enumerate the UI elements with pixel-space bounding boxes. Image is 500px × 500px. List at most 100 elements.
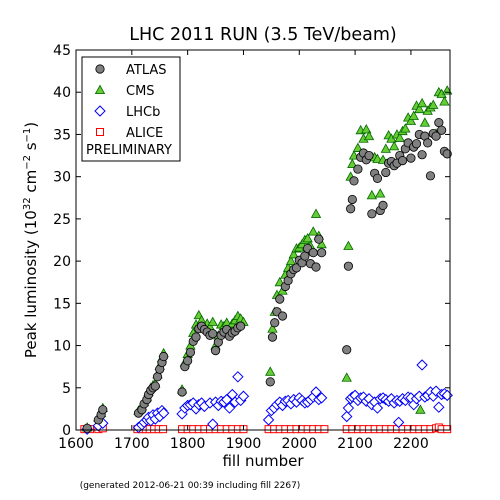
atlas-point xyxy=(417,150,427,160)
cms-point xyxy=(363,130,375,141)
cms-point xyxy=(388,140,400,151)
lhcb-point xyxy=(342,402,355,414)
y-tick-label: 0 xyxy=(62,423,71,439)
cms-point xyxy=(419,117,431,127)
y-tick-label: 10 xyxy=(53,339,71,355)
cms-point xyxy=(308,226,319,236)
alice-point xyxy=(320,425,329,434)
cms-point xyxy=(288,249,299,259)
lhcb-point xyxy=(237,390,250,402)
y-axis-label-exponent: −1 xyxy=(22,128,33,143)
atlas-point xyxy=(423,138,433,148)
cms-point xyxy=(405,115,417,125)
x-tick-label: 1600 xyxy=(58,436,94,452)
chart-title: LHC 2011 RUN (3.5 TeV/beam) xyxy=(129,25,396,45)
atlas-point xyxy=(342,345,352,355)
y-axis-label-prefix: Peak luminosity (10 xyxy=(22,210,40,358)
atlas-point xyxy=(270,318,280,328)
atlas-point xyxy=(381,167,391,178)
atlas-point xyxy=(378,200,388,210)
cms-point xyxy=(343,240,354,250)
alice-point xyxy=(443,425,452,434)
lhcb-point xyxy=(341,410,353,423)
atlas-point xyxy=(82,423,92,433)
y-tick-label: 20 xyxy=(53,254,71,270)
lhcb-point xyxy=(262,414,275,426)
legend-items: ATLAS CMS LHCb ALICE xyxy=(94,63,167,141)
alice-point xyxy=(159,425,168,434)
cms-point xyxy=(341,372,352,382)
cms-point xyxy=(428,99,439,109)
y-axis-label: Peak luminosity (1032 cm−2 s−1) xyxy=(22,122,40,358)
lhcb-point xyxy=(207,418,219,430)
y-tick-label: 45 xyxy=(53,43,71,59)
cms-point xyxy=(361,124,372,134)
atlas-point xyxy=(442,149,452,159)
atlas-point xyxy=(397,156,408,166)
lhcb-point xyxy=(392,416,405,429)
atlas-point xyxy=(314,234,324,244)
cms-point xyxy=(366,189,378,200)
atlas-point xyxy=(311,262,321,272)
cms-point xyxy=(265,366,276,376)
legend-label-cms: CMS xyxy=(126,84,155,99)
atlas-point xyxy=(434,118,444,128)
cms-point xyxy=(408,110,419,120)
atlas-point xyxy=(411,139,422,149)
cms-point xyxy=(400,123,411,133)
lhcb-point xyxy=(416,359,428,371)
legend-marker-lhcb xyxy=(94,105,106,117)
y-tick-label: 30 xyxy=(53,170,71,186)
atlas-point xyxy=(367,209,377,219)
y-tick-label: 40 xyxy=(53,85,71,101)
x-tick-label: 1700 xyxy=(114,436,150,452)
atlas-point xyxy=(159,351,169,362)
atlas-point xyxy=(191,332,201,342)
axis-ticks: 1600 1700 1800 1900 2000 2100 2200 0 5 10 15 20 25 30… xyxy=(53,43,450,452)
atlas-point xyxy=(152,372,163,382)
atlas-point xyxy=(349,176,359,186)
x-tick-label: 2100 xyxy=(337,436,373,452)
atlas-point xyxy=(98,405,108,415)
y-axis-label-suffix: ) xyxy=(22,122,40,128)
cms-point xyxy=(394,132,405,142)
lhcb-point xyxy=(232,371,244,383)
cms-point xyxy=(316,238,327,249)
lhcb-point xyxy=(371,402,384,414)
atlas-point xyxy=(364,150,374,161)
cms-point xyxy=(352,142,364,152)
cms-point xyxy=(380,143,391,153)
atlas-point xyxy=(425,171,436,181)
lhcb-point xyxy=(315,392,328,404)
x-tick-label: 1800 xyxy=(170,436,206,452)
atlas-point xyxy=(265,377,275,387)
atlas-point xyxy=(437,125,447,135)
lhcb-point xyxy=(433,401,445,413)
atlas-point xyxy=(236,321,246,331)
legend-marker-alice xyxy=(96,128,104,136)
atlas-point xyxy=(275,294,285,304)
atlas-point xyxy=(317,248,327,258)
cms-point xyxy=(207,316,218,326)
series-lhcb xyxy=(81,359,453,435)
atlas-point xyxy=(308,248,318,258)
atlas-point xyxy=(353,164,363,174)
data-marks xyxy=(80,85,453,435)
atlas-point xyxy=(150,381,160,391)
y-axis-label-unit: cm xyxy=(22,170,40,198)
y-axis-label-unit: s xyxy=(22,142,40,155)
y-tick-label: 15 xyxy=(53,296,71,312)
plot-border xyxy=(75,49,451,431)
cms-point xyxy=(414,103,425,114)
atlas-point xyxy=(346,204,356,214)
cms-point xyxy=(416,97,428,108)
legend: ATLAS CMS LHCb ALICE PRELIMINARY xyxy=(81,56,181,162)
atlas-point xyxy=(347,194,357,205)
preliminary-annotation: PRELIMINARY xyxy=(86,143,172,158)
atlas-point xyxy=(431,131,441,141)
cms-point xyxy=(347,158,358,169)
cms-point xyxy=(415,404,426,414)
legend-label-lhcb: LHCb xyxy=(126,105,160,120)
legend-marker-cms xyxy=(94,84,106,94)
